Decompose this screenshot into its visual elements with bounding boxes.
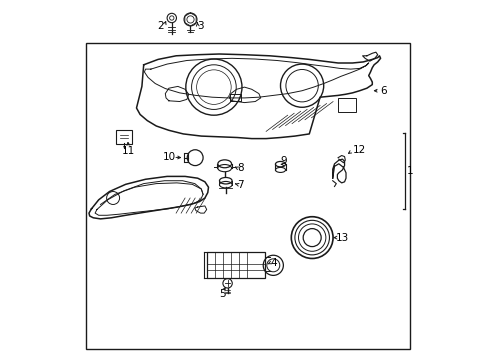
Text: 8: 8 (237, 163, 244, 174)
Text: 11: 11 (122, 146, 135, 156)
Bar (207, 252, 264, 278)
Text: 7: 7 (237, 180, 244, 190)
Text: 13: 13 (335, 233, 348, 243)
Text: 3: 3 (197, 21, 203, 31)
Text: 5: 5 (219, 289, 226, 300)
Text: 4: 4 (269, 258, 276, 268)
Text: 9: 9 (280, 156, 287, 166)
Text: 12: 12 (352, 145, 365, 156)
Text: 2: 2 (157, 21, 163, 31)
Bar (337, 98, 355, 112)
Text: 6: 6 (379, 86, 386, 96)
Bar (86, 43, 409, 349)
Text: 1: 1 (406, 166, 412, 176)
Text: 10: 10 (162, 152, 175, 162)
